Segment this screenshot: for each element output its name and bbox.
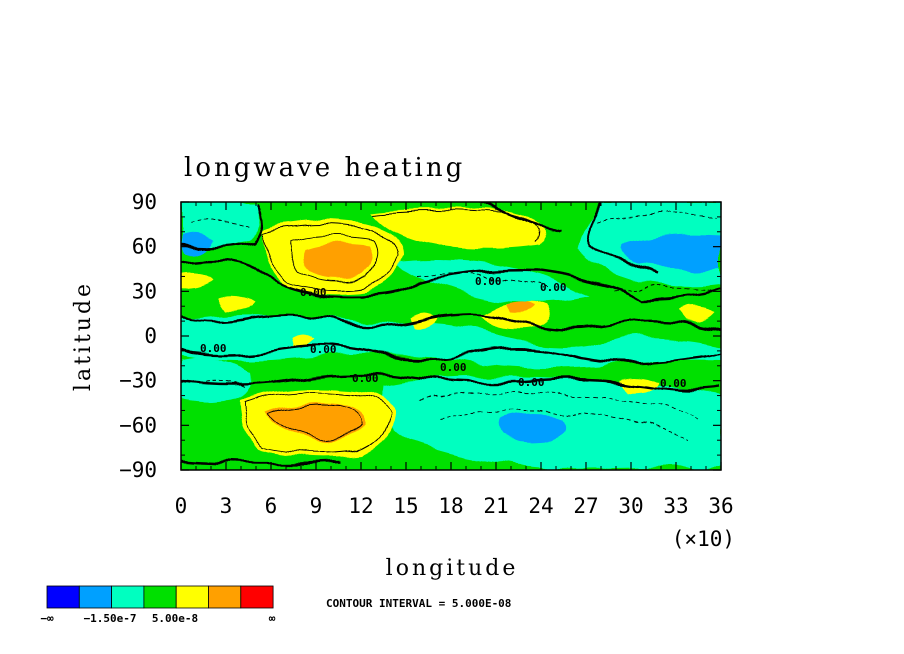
colorbar-label: −1.50e-7 bbox=[84, 612, 137, 625]
colorbar-swatch bbox=[46, 585, 80, 609]
x-axis-label: longitude bbox=[386, 556, 519, 581]
heatmap-field: 0.00 0.00 0.00 0.00 0.00 0.00 0.00 0.00 … bbox=[181, 202, 721, 470]
colorbar-swatch bbox=[143, 585, 177, 609]
contour-label: 0.00 bbox=[352, 372, 379, 385]
yellow-region-equator-g bbox=[181, 272, 212, 289]
blue-region-north-west bbox=[181, 233, 214, 255]
y-tick-label: −60 bbox=[119, 413, 157, 437]
positive-contours bbox=[244, 210, 541, 454]
x-tick-label: 33 bbox=[663, 494, 688, 518]
y-tick-label: 30 bbox=[132, 279, 157, 303]
y-tick-label: 60 bbox=[132, 235, 157, 259]
yellow-region-equator-e bbox=[680, 306, 715, 321]
y-tick-label: 90 bbox=[132, 190, 157, 214]
contour-label: 0.00 bbox=[310, 343, 337, 356]
contour-label: 0.00 bbox=[540, 281, 567, 294]
x-tick-label: 12 bbox=[348, 494, 373, 518]
x-tick-label: 6 bbox=[265, 494, 278, 518]
colorbar-labels: −∞ −1.50e-7 5.00e-8 ∞ bbox=[40, 612, 275, 625]
yellow-region-equator-d bbox=[290, 334, 315, 349]
yellow-region-equator-a bbox=[480, 301, 551, 329]
y-tick-label: −30 bbox=[119, 369, 157, 393]
contour-interval-text: CONTOUR INTERVAL = 5.000E-08 bbox=[326, 597, 511, 610]
x-tick-label: 27 bbox=[573, 494, 598, 518]
yellow-region-north-central bbox=[370, 208, 546, 249]
contour-label: 0.00 bbox=[200, 342, 227, 355]
x-multiplier-label: (×10) bbox=[672, 527, 735, 551]
x-tick-label: 3 bbox=[220, 494, 233, 518]
contour-label: 0.00 bbox=[518, 376, 545, 389]
x-tick-labels: 0 3 6 9 12 15 18 21 24 27 30 33 36 bbox=[175, 494, 734, 518]
yellow-region-equator-b bbox=[220, 295, 255, 311]
contour-label: 0.00 bbox=[660, 377, 687, 390]
cyan-region-north-central bbox=[395, 259, 590, 302]
x-tick-label: 24 bbox=[528, 494, 553, 518]
colorbar-swatch bbox=[78, 585, 113, 609]
colorbar-label: −∞ bbox=[40, 612, 54, 625]
contour-label: 0.00 bbox=[475, 275, 502, 288]
contour-label: 0.00 bbox=[440, 361, 467, 374]
colorbar-swatch bbox=[208, 585, 242, 609]
x-tick-label: 9 bbox=[310, 494, 323, 518]
contour-labels: 0.00 0.00 0.00 0.00 0.00 0.00 0.00 0.00 … bbox=[200, 275, 687, 390]
x-tick-label: 21 bbox=[483, 494, 508, 518]
x-tick-label: 0 bbox=[175, 494, 188, 518]
zero-contours bbox=[181, 202, 721, 465]
x-tick-label: 18 bbox=[438, 494, 463, 518]
blue-region-south bbox=[498, 414, 563, 442]
x-tick-label: 15 bbox=[393, 494, 418, 518]
colorbar-label: 5.00e-8 bbox=[152, 612, 198, 625]
orange-region-equator bbox=[510, 301, 535, 313]
colorbar-swatch bbox=[111, 585, 145, 609]
cyan-region-tropics bbox=[181, 314, 721, 368]
colorbar-swatch bbox=[240, 585, 274, 609]
colorbar bbox=[46, 585, 274, 609]
axis-ticks bbox=[180, 201, 722, 471]
y-tick-labels: 90 60 30 0 −30 −60 −90 bbox=[119, 190, 157, 482]
colorbar-swatch bbox=[175, 585, 209, 609]
x-tick-label: 36 bbox=[708, 494, 733, 518]
chart-title: longwave heating bbox=[184, 153, 465, 183]
y-axis-label: latitude bbox=[71, 281, 96, 391]
y-tick-label: 0 bbox=[144, 324, 157, 348]
colorbar-label: ∞ bbox=[269, 612, 276, 625]
x-tick-label: 30 bbox=[618, 494, 643, 518]
y-tick-label: −90 bbox=[119, 458, 157, 482]
orange-region-north bbox=[303, 243, 373, 278]
contour-label: 0.00 bbox=[300, 286, 327, 299]
blue-region-north-east bbox=[624, 235, 721, 270]
